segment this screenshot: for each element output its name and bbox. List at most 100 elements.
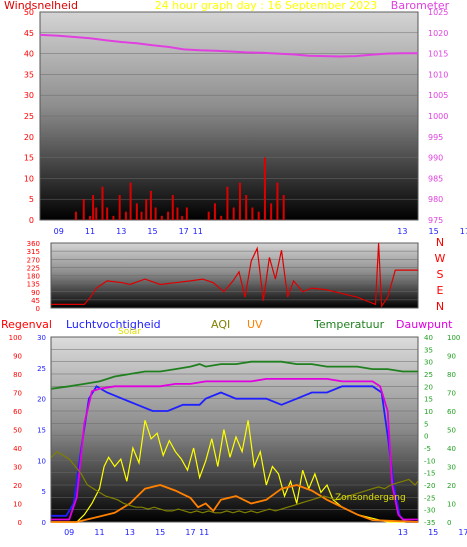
barometer-tick: 1000: [428, 112, 448, 121]
x-tick-label: 17: [458, 528, 467, 537]
solar-tick: 70: [447, 390, 456, 398]
wind-speed-bar: [213, 203, 216, 220]
compass-label: N: [436, 300, 444, 313]
wind-speed-bar: [220, 215, 223, 220]
legend-temperature: Temperatuur: [313, 318, 385, 331]
compass-label: N: [436, 236, 444, 249]
barometer-tick: 1015: [428, 50, 448, 59]
rain-tick: 90: [13, 353, 22, 361]
legend-humidity: Luchtvochtigheid: [66, 318, 161, 331]
barometer-tick: 995: [428, 133, 443, 142]
x-tick-label: 17: [185, 528, 195, 537]
compass-label: S: [437, 268, 444, 281]
legend-uv: UV: [247, 318, 263, 331]
wind-speed-bar: [82, 199, 85, 220]
solar-tick: 0: [447, 519, 451, 527]
temperature-tick: -35: [424, 519, 435, 527]
solar-axis: 0 10 20 30 40 50 60 70 80 90 100: [447, 334, 460, 527]
barometer-line: [39, 33, 418, 58]
x-tick-label: 09: [64, 528, 74, 537]
solar-tick: 80: [447, 371, 456, 379]
barometer-tick: 980: [428, 195, 443, 204]
wind-direction-tick: 45: [31, 297, 40, 305]
rain-tick: 70: [13, 390, 22, 398]
wind-direction-tick: 180: [27, 273, 40, 281]
wind-speed-tick: 10: [24, 174, 34, 183]
x-tick-label: 13: [398, 528, 408, 537]
wind-direction-tick: 135: [27, 281, 40, 289]
x-tick-label: 13: [397, 227, 407, 236]
temperature-tick: -30: [424, 507, 435, 515]
wind-speed-bar: [145, 199, 148, 220]
wind-speed-bar: [140, 211, 143, 220]
wind-direction-tick: 225: [27, 264, 40, 272]
wind-speed-tick: 20: [24, 133, 34, 142]
humidity-axis: 0 5 10 15 20 25 30: [37, 334, 46, 527]
wind-speed-bar: [270, 203, 273, 220]
wind-direction-tick: 315: [27, 248, 40, 256]
barometer-tick: 990: [428, 154, 443, 163]
barometer-axis: 975 980 985 990 995 1000 1005 1010 1015 1020 1025: [428, 8, 448, 225]
multi-sensor-plot-area: [50, 336, 419, 523]
series-aqi-line: [50, 450, 419, 514]
x-tick-label: 13: [116, 227, 126, 236]
temperature-tick: -5: [424, 445, 431, 453]
humidity-tick: 5: [42, 488, 46, 496]
wind-speed-bar: [160, 215, 163, 220]
wind-speed-tick: 40: [24, 50, 34, 59]
barometer-tick: 985: [428, 174, 443, 183]
solar-tick: 20: [447, 482, 456, 490]
rain-tick: 0: [18, 519, 22, 527]
wind-pressure-grid: [40, 11, 418, 221]
temperature-tick: 10: [424, 408, 433, 416]
wind-speed-bar: [74, 211, 77, 220]
wind-speed-tick: 5: [29, 195, 34, 204]
wind-speed-tick: 45: [24, 29, 34, 38]
x-axis-top-panel: 091113151711131517192123: [54, 227, 467, 236]
wind-direction-tick: 90: [31, 289, 40, 297]
wind-speed-bar: [112, 215, 115, 220]
chart-title: 24 hour graph day : 16 September 2023: [155, 0, 378, 12]
wind-speed-bar: [185, 207, 188, 220]
wind-direction-line: [51, 242, 418, 309]
rain-tick: 60: [13, 408, 22, 416]
x-tick-label: 09: [54, 227, 64, 236]
x-tick-label: 11: [94, 528, 104, 537]
series-dauwpunt-line: [51, 377, 418, 521]
wind-speed-bar: [251, 207, 254, 220]
x-tick-label: 17: [460, 227, 467, 236]
wind-speed-bar: [171, 195, 174, 220]
legend-solar: Solar: [118, 327, 141, 337]
temperature-tick: 35: [424, 346, 433, 354]
temperature-axis: -35 -30 -25 -20 -15 -10 -5 0 5 10 15 20 25 30 35 40: [424, 334, 435, 527]
solar-tick: 50: [447, 427, 456, 435]
series-uv-line: [51, 484, 419, 523]
barometer-tick: 1005: [428, 91, 448, 100]
wind-speed-tick: 0: [29, 216, 34, 225]
wind-speed-bar: [282, 195, 285, 220]
wind-speed-bar: [135, 203, 138, 220]
wind-speed-tick: 35: [24, 70, 34, 79]
compass-label: W: [435, 252, 446, 265]
wind-speed-bars: [74, 157, 285, 220]
solar-tick: 30: [447, 464, 456, 472]
temperature-tick: -25: [424, 494, 435, 502]
barometer-tick: 1025: [428, 8, 448, 17]
humidity-tick: 30: [37, 334, 46, 342]
wind-speed-bar: [263, 157, 266, 220]
wind-speed-tick: 25: [24, 112, 34, 121]
wind-speed-bar: [257, 211, 260, 220]
wind-speed-bar: [167, 211, 170, 220]
humidity-tick: 0: [42, 519, 46, 527]
wind-speed-bar: [181, 215, 184, 220]
rain-tick: 100: [9, 334, 22, 342]
legend-dewpoint: Dauwpunt: [396, 318, 453, 331]
sunset-annotation: Zonsondergang: [335, 493, 406, 503]
wind-speed-bar: [238, 182, 241, 220]
rain-tick: 30: [13, 464, 22, 472]
compass-label: E: [437, 284, 444, 297]
multi-sensor-series: [50, 360, 419, 523]
wind-speed-bar: [276, 182, 279, 220]
